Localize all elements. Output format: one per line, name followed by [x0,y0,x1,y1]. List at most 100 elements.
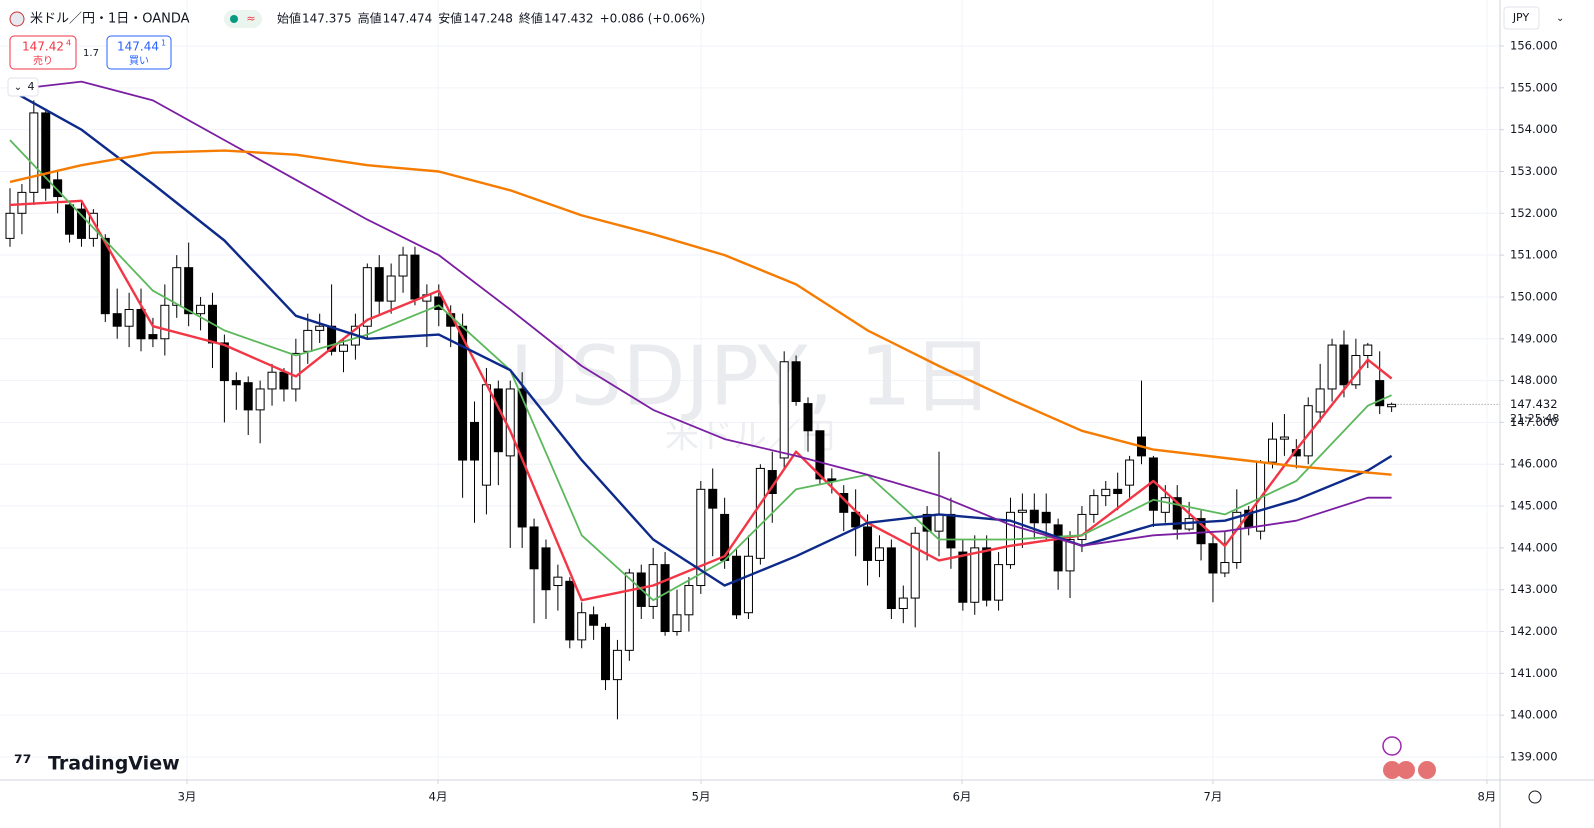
candle-body [386,275,396,302]
candle-body [184,267,194,315]
x-tick-label: 8月 [1477,790,1496,804]
candle-body [76,208,86,239]
candle-body [136,308,146,340]
logo[interactable]: TradingView [48,753,180,775]
candle-body [922,513,932,532]
y-tick-label: 154.000 [1510,122,1558,136]
event-flag[interactable] [1418,761,1436,779]
candle-body [994,564,1004,601]
moving-average [9,199,1393,602]
candle-body [1125,459,1135,486]
candle-body [398,254,408,277]
ohlc-value: 147.474 [383,12,433,26]
event-icon[interactable] [1382,736,1402,756]
settings-icon[interactable] [1528,790,1542,804]
moving-average [9,139,1392,602]
candle-body [279,371,289,390]
candle-body [1375,380,1385,407]
y-tick-label: 141.000 [1510,666,1558,680]
candle-body [1363,344,1373,356]
candle-body [970,547,980,603]
candle-body [1029,509,1039,524]
y-tick-label: 152.000 [1510,206,1558,220]
candle-body [553,576,563,587]
candle-body [65,204,75,235]
y-tick-label: 147.000 [1510,415,1558,429]
candle-body [898,597,908,610]
status-icon: ≈ [246,12,255,25]
candle-body [172,267,182,306]
candle-body [303,329,313,352]
candle-body [910,532,920,599]
y-tick-label: 140.000 [1510,708,1558,722]
candle-body [243,382,253,411]
currency-chevron: ⌄ [1556,13,1564,24]
candle-body [732,555,742,616]
candle-body [1232,511,1242,564]
candle-body [624,572,634,651]
y-tick-label: 155.000 [1510,80,1558,94]
candle-body [755,467,765,559]
buy-label: 買い [129,55,149,67]
candle-body [255,388,265,411]
candle-body [1101,488,1111,497]
status-pill[interactable] [224,10,262,28]
candle-body [1315,388,1325,413]
countdown: 21:25:48 [1510,412,1559,425]
candle-body [863,526,873,561]
x-tick-label: 7月 [1204,790,1223,804]
ohlc-label: 高値 [358,11,382,26]
buy-pip: 1 [161,39,166,48]
candle-body [934,513,944,532]
candle-body [946,513,956,549]
candle-body [958,551,968,603]
candle-body [291,352,301,390]
y-tick-label: 143.000 [1510,582,1558,596]
currency: JPY [1512,11,1530,24]
candle-body [708,488,718,509]
x-tick-label: 6月 [953,790,972,804]
candle-body [565,580,575,641]
candle-body [886,547,896,610]
symbol-title[interactable]: 米ドル／円・1日・OANDA [30,12,190,27]
candle-body [29,112,39,193]
spread: 1.7 [83,48,99,59]
ohlc-value: 147.248 [463,12,513,26]
x-tick-label: 5月 [692,790,711,804]
ohlc-label: 終値 [519,11,543,26]
candle-body [672,614,682,633]
sell-box[interactable] [9,35,77,70]
candle-body [1160,497,1170,513]
buy-box[interactable] [106,35,172,70]
candle-body [53,179,63,198]
candle-body [1327,344,1337,390]
candle-body [577,612,587,641]
ohlc-label: 安値 [438,11,462,26]
candle-body [1065,539,1075,572]
candle-body [982,547,992,601]
candle-body [1387,403,1397,408]
candle-body [803,403,813,432]
indicator-toggle[interactable] [7,77,39,97]
y-tick-label: 146.000 [1510,457,1558,471]
currency-box[interactable] [1503,6,1540,30]
candle-body [779,361,789,459]
y-tick-label: 144.000 [1510,540,1558,554]
candle-body [1053,524,1063,572]
candle-body [5,212,15,239]
candle-body [743,555,753,614]
y-tick-label: 148.000 [1510,373,1558,387]
event-flag[interactable] [1383,761,1401,779]
candle-body [100,237,110,315]
candle-body [481,384,491,486]
watermark: USDJPY, 1日 [510,329,993,424]
x-tick-label: 3月 [178,790,197,804]
candle-body [505,388,515,457]
ohlc-label: 始値 [277,11,301,26]
ohlc-value: 147.375 [302,12,352,26]
y-tick-label: 153.000 [1510,164,1558,178]
candle-body [791,361,801,403]
event-flag[interactable] [1397,761,1415,779]
candle-body [1196,518,1206,545]
candle-body [696,488,706,587]
